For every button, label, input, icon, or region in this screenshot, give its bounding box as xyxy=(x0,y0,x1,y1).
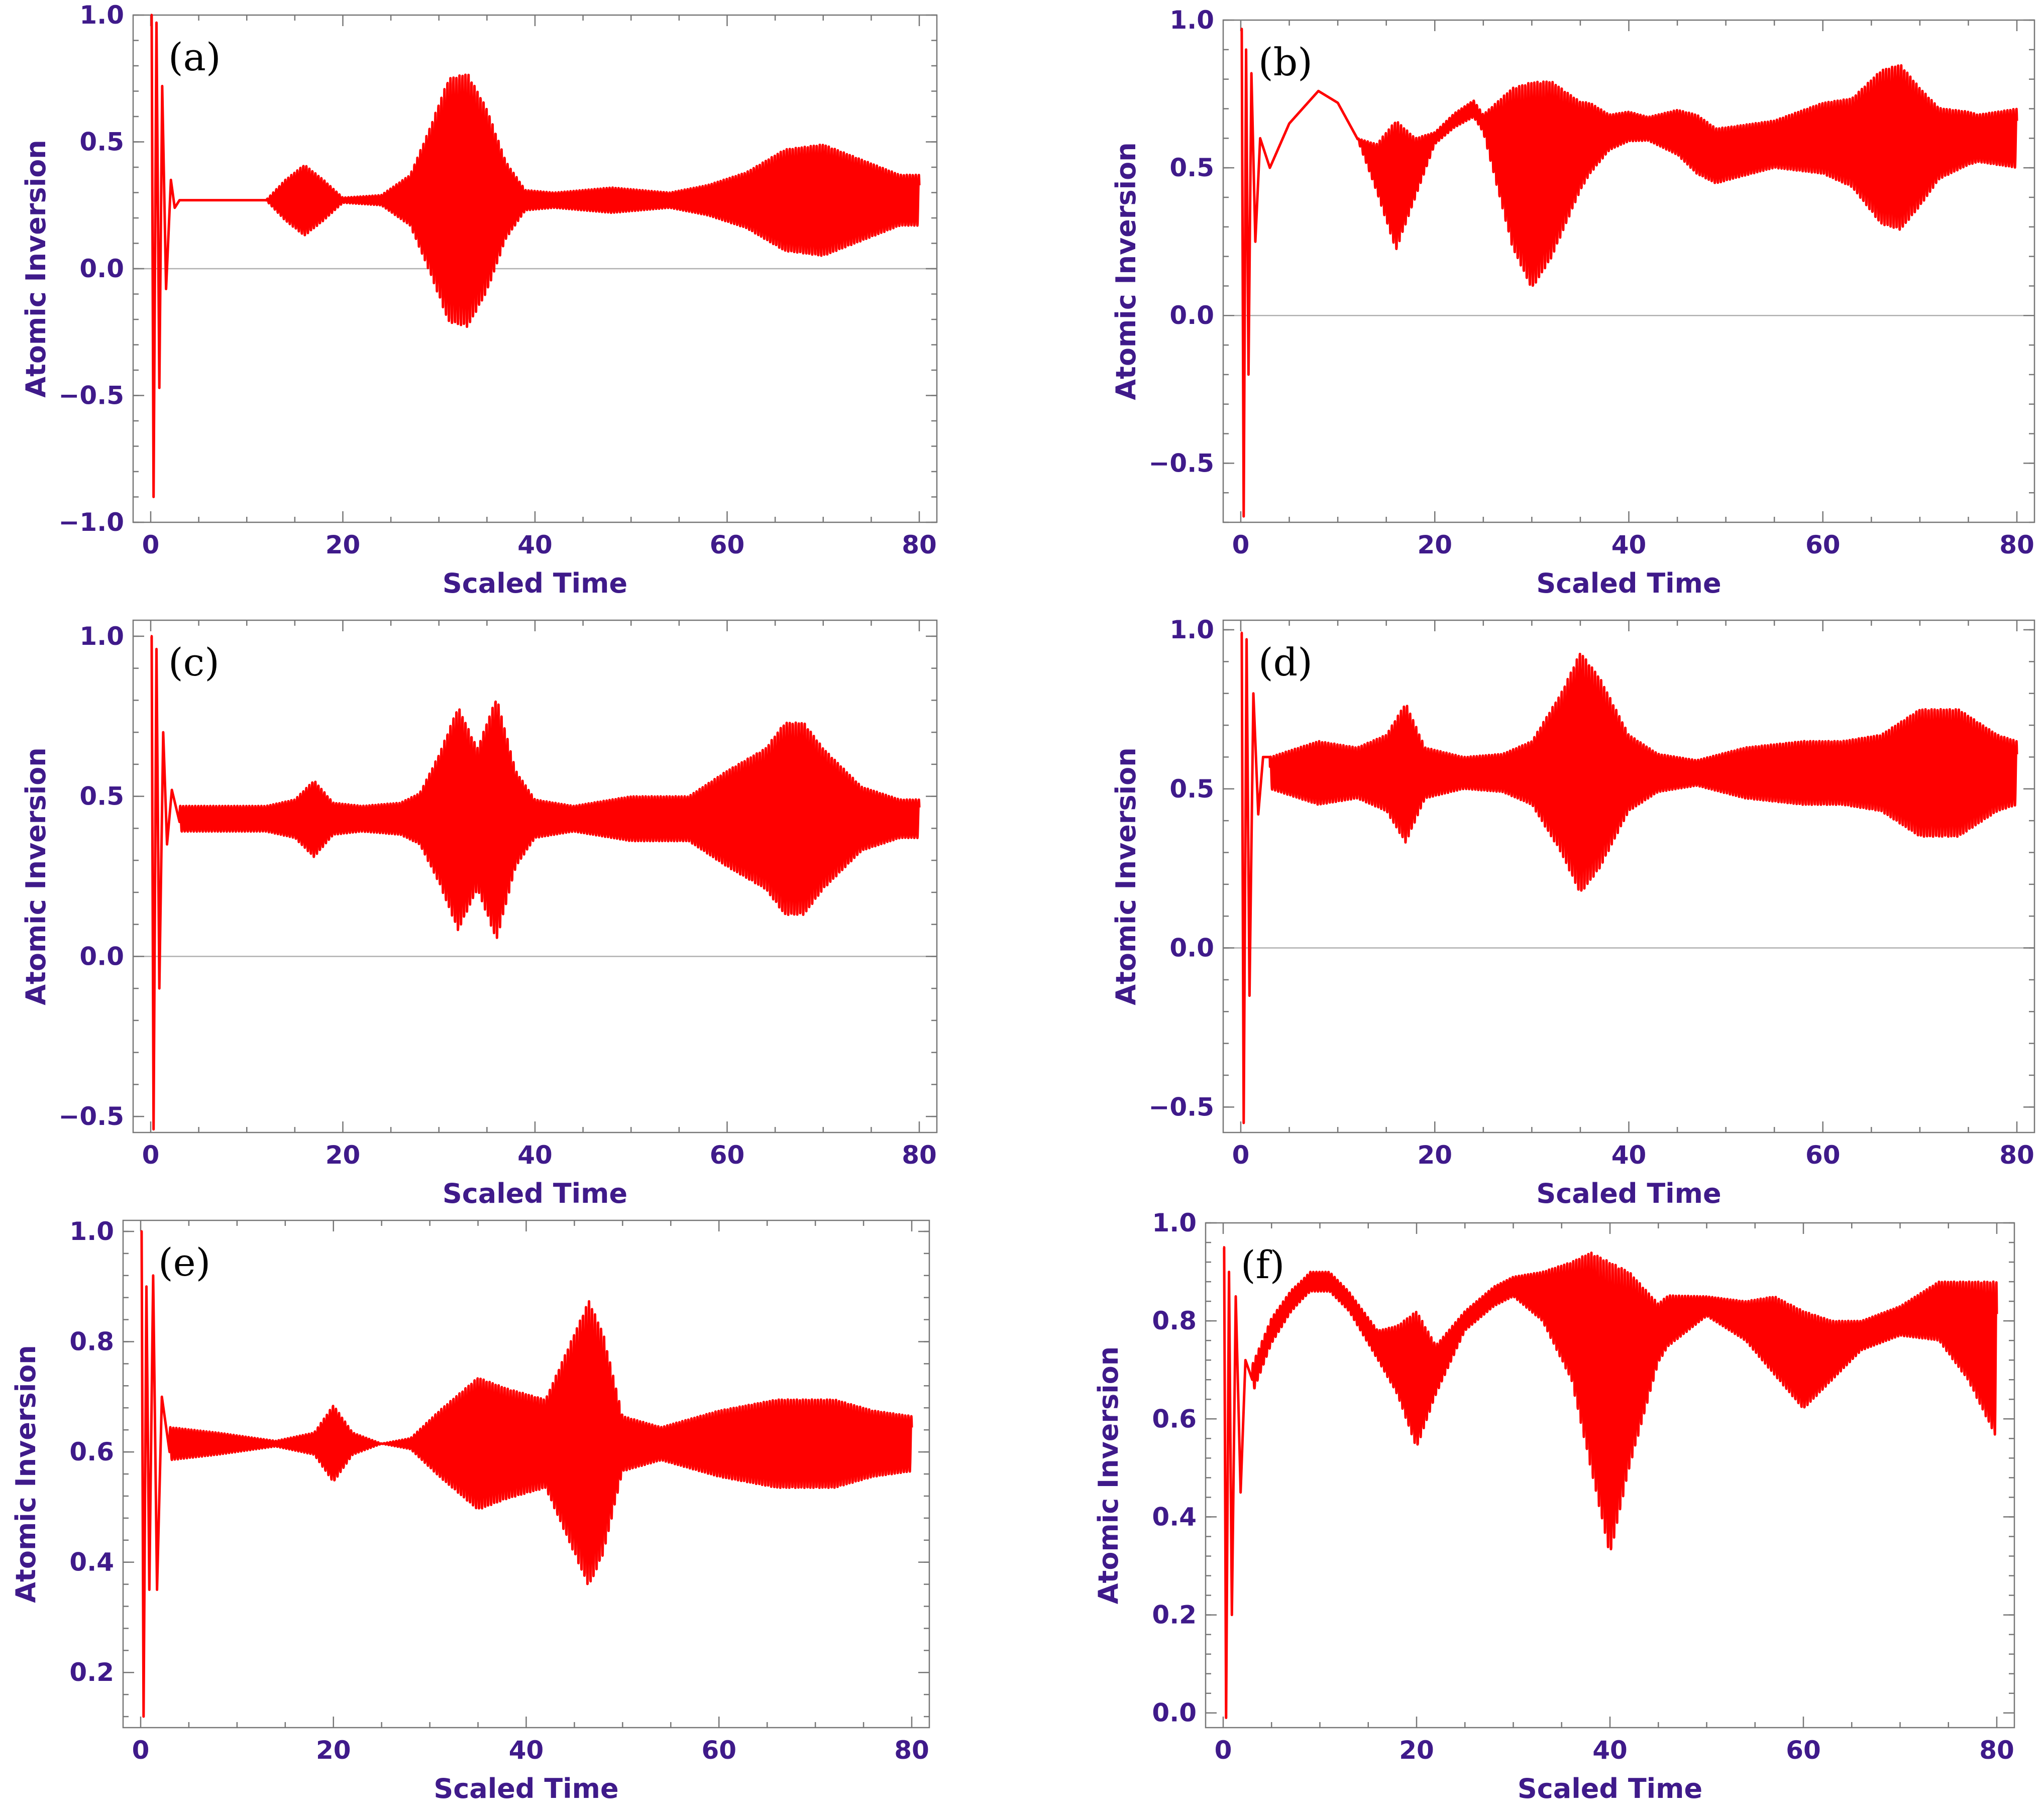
x-tick-label: 60 xyxy=(1805,530,1841,559)
y-tick-label: 0.0 xyxy=(1152,1698,1197,1728)
y-tick-label: 0.2 xyxy=(69,1658,114,1687)
y-tick-label: 0.5 xyxy=(79,782,124,811)
y-tick-label: 0.4 xyxy=(69,1548,114,1577)
y-axis-label: Atomic Inversion xyxy=(1110,747,1142,1005)
x-tick-label: 80 xyxy=(1999,530,2034,559)
x-tick-label: 40 xyxy=(517,1141,553,1170)
x-tick-label: 0 xyxy=(1232,530,1250,559)
y-tick-label: 0.8 xyxy=(1152,1306,1197,1335)
y-tick-label: 0.0 xyxy=(1169,301,1214,330)
x-tick-label: 60 xyxy=(710,1141,745,1170)
y-axis-label: Atomic Inversion xyxy=(20,140,52,397)
panel-label: (e) xyxy=(158,1240,210,1285)
y-axis-label: Atomic Inversion xyxy=(10,1345,42,1603)
panel-label: (d) xyxy=(1258,640,1313,685)
panel-label: (b) xyxy=(1258,40,1313,84)
panel-f: 0 20 40 60 80 0.0 0.2 0.4 0.6 0.8 1.0 Scaled Time At… xyxy=(1093,1208,2015,1804)
y-tick-label: −1.0 xyxy=(59,508,124,537)
plot-frame xyxy=(1222,619,2035,1133)
y-tick-label: 1.0 xyxy=(1169,615,1214,644)
x-axis-label: Scaled Time xyxy=(434,1773,618,1804)
x-tick-label: 40 xyxy=(1611,530,1647,559)
y-axis-label: Atomic Inversion xyxy=(1110,142,1142,400)
y-tick-label: 1.0 xyxy=(79,622,124,651)
x-tick-label: 80 xyxy=(1999,1141,2034,1170)
x-tick-label: 80 xyxy=(894,1736,929,1765)
x-axis-label: Scaled Time xyxy=(1518,1773,1702,1804)
x-tick-label: 0 xyxy=(142,1141,160,1170)
y-tick-label: 0.6 xyxy=(69,1437,114,1466)
y-tick-label: 1.0 xyxy=(69,1217,114,1246)
series-line xyxy=(150,635,921,1131)
x-tick-label: 20 xyxy=(1417,1141,1452,1170)
x-tick-label: 80 xyxy=(1979,1736,2014,1765)
y-axis-label: Atomic Inversion xyxy=(1093,1346,1124,1604)
y-tick-label: 1.0 xyxy=(1152,1208,1197,1237)
y-tick-label: 1.0 xyxy=(79,1,124,30)
panel-d: 0 20 40 60 80 −0.5 0.0 0.5 1.0 Scaled Time Atomic … xyxy=(1110,615,2035,1209)
y-tick-label: 0.5 xyxy=(79,128,124,157)
x-tick-label: 80 xyxy=(902,530,937,559)
y-tick-label: 0.2 xyxy=(1152,1601,1197,1630)
x-tick-label: 20 xyxy=(326,1141,361,1170)
x-tick-label: 60 xyxy=(701,1736,736,1765)
y-tick-label: −0.5 xyxy=(59,1102,124,1131)
x-tick-label: 60 xyxy=(1786,1736,1821,1765)
x-tick-label: 40 xyxy=(517,530,553,559)
panel-a: 0 20 40 60 80 −1.0 −0.5 0.0 0.5 1.0 Scaled Time Ato… xyxy=(20,1,938,599)
x-axis-label: Scaled Time xyxy=(443,1178,627,1209)
panel-label: (a) xyxy=(168,35,221,79)
x-tick-label: 0 xyxy=(142,530,160,559)
series-line xyxy=(1223,1246,1998,1719)
x-axis-label: Scaled Time xyxy=(1536,1178,1721,1209)
x-tick-label: 60 xyxy=(1805,1141,1841,1170)
panel-e: 0 20 40 60 80 0.2 0.4 0.6 0.8 1.0 Scaled Time Atomi… xyxy=(10,1217,930,1804)
y-tick-label: −0.5 xyxy=(59,381,124,410)
series-line xyxy=(150,14,921,498)
panel-label: (f) xyxy=(1241,1242,1284,1287)
x-tick-label: 0 xyxy=(1215,1736,1232,1765)
y-axis-label: Atomic Inversion xyxy=(20,747,52,1005)
x-tick-label: 0 xyxy=(1232,1141,1250,1170)
panel-label: (c) xyxy=(168,640,220,685)
x-axis-label: Scaled Time xyxy=(443,568,627,599)
series-line xyxy=(140,1230,913,1718)
series-line xyxy=(1240,28,2018,518)
x-tick-label: 40 xyxy=(509,1736,544,1765)
x-tick-label: 20 xyxy=(316,1736,351,1765)
x-tick-label: 20 xyxy=(326,530,361,559)
x-tick-label: 0 xyxy=(132,1736,150,1765)
y-tick-label: 0.0 xyxy=(1169,934,1214,963)
x-tick-label: 60 xyxy=(710,530,745,559)
y-tick-label: −0.5 xyxy=(1149,448,1214,478)
panel-b: 0 20 40 60 80 −0.5 0.0 0.5 1.0 Scaled Time Atomic … xyxy=(1110,6,2035,599)
x-tick-label: 40 xyxy=(1611,1141,1647,1170)
panel-c: 0 20 40 60 80 −0.5 0.0 0.5 1.0 Scaled Time Atomic … xyxy=(20,619,938,1209)
y-tick-label: 0.5 xyxy=(1169,774,1214,804)
x-axis-label: Scaled Time xyxy=(1536,568,1721,599)
y-tick-label: 0.0 xyxy=(79,254,124,283)
x-tick-label: 20 xyxy=(1417,530,1452,559)
y-tick-label: 0.0 xyxy=(79,942,124,971)
y-tick-label: 0.8 xyxy=(69,1327,114,1356)
y-tick-label: 1.0 xyxy=(1169,6,1214,35)
y-tick-label: −0.5 xyxy=(1149,1092,1214,1121)
y-tick-label: 0.5 xyxy=(1169,153,1214,182)
x-tick-label: 80 xyxy=(902,1141,937,1170)
x-tick-label: 20 xyxy=(1399,1736,1434,1765)
x-tick-label: 40 xyxy=(1592,1736,1628,1765)
y-tick-label: 0.4 xyxy=(1152,1502,1197,1531)
series-line xyxy=(1240,631,2018,1124)
y-tick-label: 0.6 xyxy=(1152,1404,1197,1433)
